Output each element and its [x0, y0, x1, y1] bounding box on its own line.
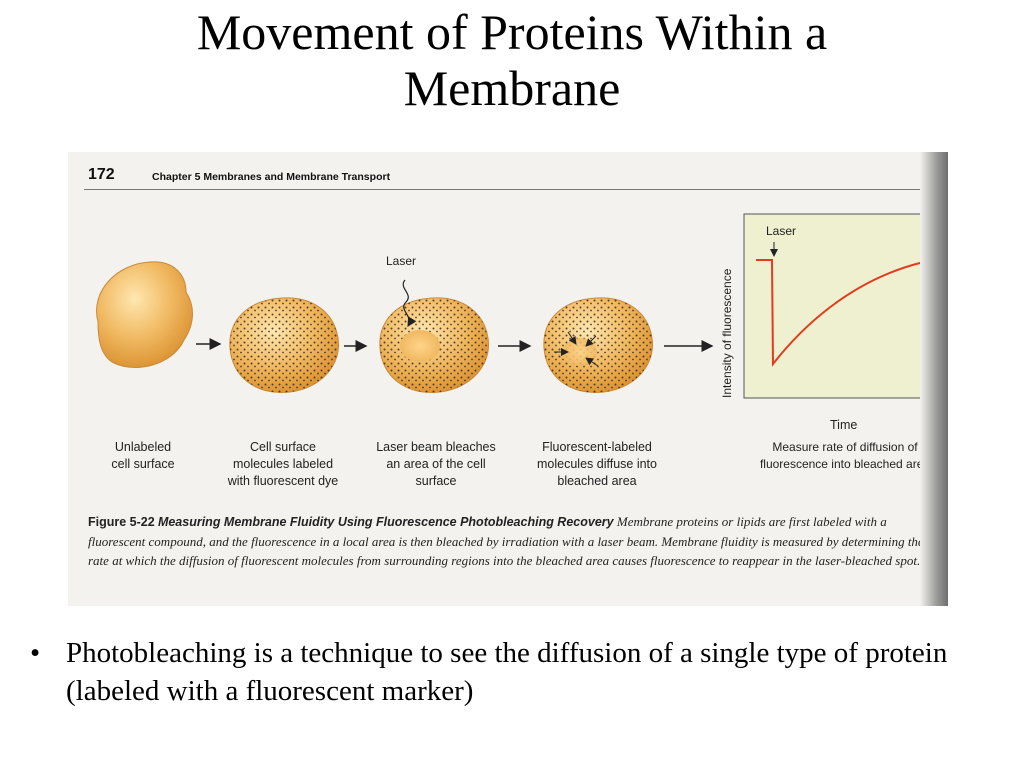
figure-caption-body: Membrane proteins or lipids are first la… [88, 514, 924, 568]
textbook-figure: 172 Chapter 5 Membranes and Membrane Tra… [68, 152, 948, 606]
graph-plot-area [743, 213, 941, 399]
bullet-icon: • [30, 637, 41, 669]
fluorescence-graph [743, 213, 941, 399]
graph-laser-label: Laser [766, 224, 797, 238]
cell-bleached [379, 279, 489, 394]
recovery-curve [756, 259, 925, 367]
figure-label: Figure 5-22 [88, 515, 155, 529]
bleached-spot [400, 330, 440, 362]
cell-diffusing [543, 297, 653, 394]
slide-title-line-2: Membrane [403, 60, 621, 116]
step-2-caption: Cell surface molecules labeled with fluo… [227, 440, 339, 488]
cell-labeled [229, 297, 339, 394]
cell-unlabeled [96, 261, 193, 368]
laser-squiggle-arrow [402, 279, 417, 328]
figure-title: Measuring Membrane Fluidity Using Fluore… [157, 515, 614, 529]
chapter-title: Chapter 5 Membranes and Membrane Transpo… [152, 171, 391, 183]
step-5-caption: Measure rate of diffusion of fluorescenc… [759, 440, 931, 471]
laser-label: Laser [386, 254, 417, 268]
photobleaching-diagram [96, 213, 941, 399]
figure-caption: Figure 5-22 Measuring Membrane Fluidity … [88, 512, 928, 570]
step-1-caption: Unlabeled cell surface [111, 440, 175, 471]
step-4-caption: Fluorescent-labeled molecules diffuse in… [537, 440, 657, 488]
graph-y-axis-label: Intensity of fluorescence [720, 268, 734, 398]
bullet-item: • Photobleaching is a technique to see t… [30, 634, 990, 710]
bullet-text: Photobleaching is a technique to see the… [66, 637, 948, 707]
slide-title: Movement of Proteins Within a Membrane [0, 4, 1024, 116]
slide-title-line-1: Movement of Proteins Within a [196, 4, 828, 60]
header-rule [84, 189, 920, 190]
page-edge-shadow [920, 152, 948, 606]
graph-x-axis-label: Time [830, 418, 858, 432]
page-number: 172 [88, 166, 115, 183]
step-3-caption: Laser beam bleaches an area of the cell … [376, 440, 496, 488]
